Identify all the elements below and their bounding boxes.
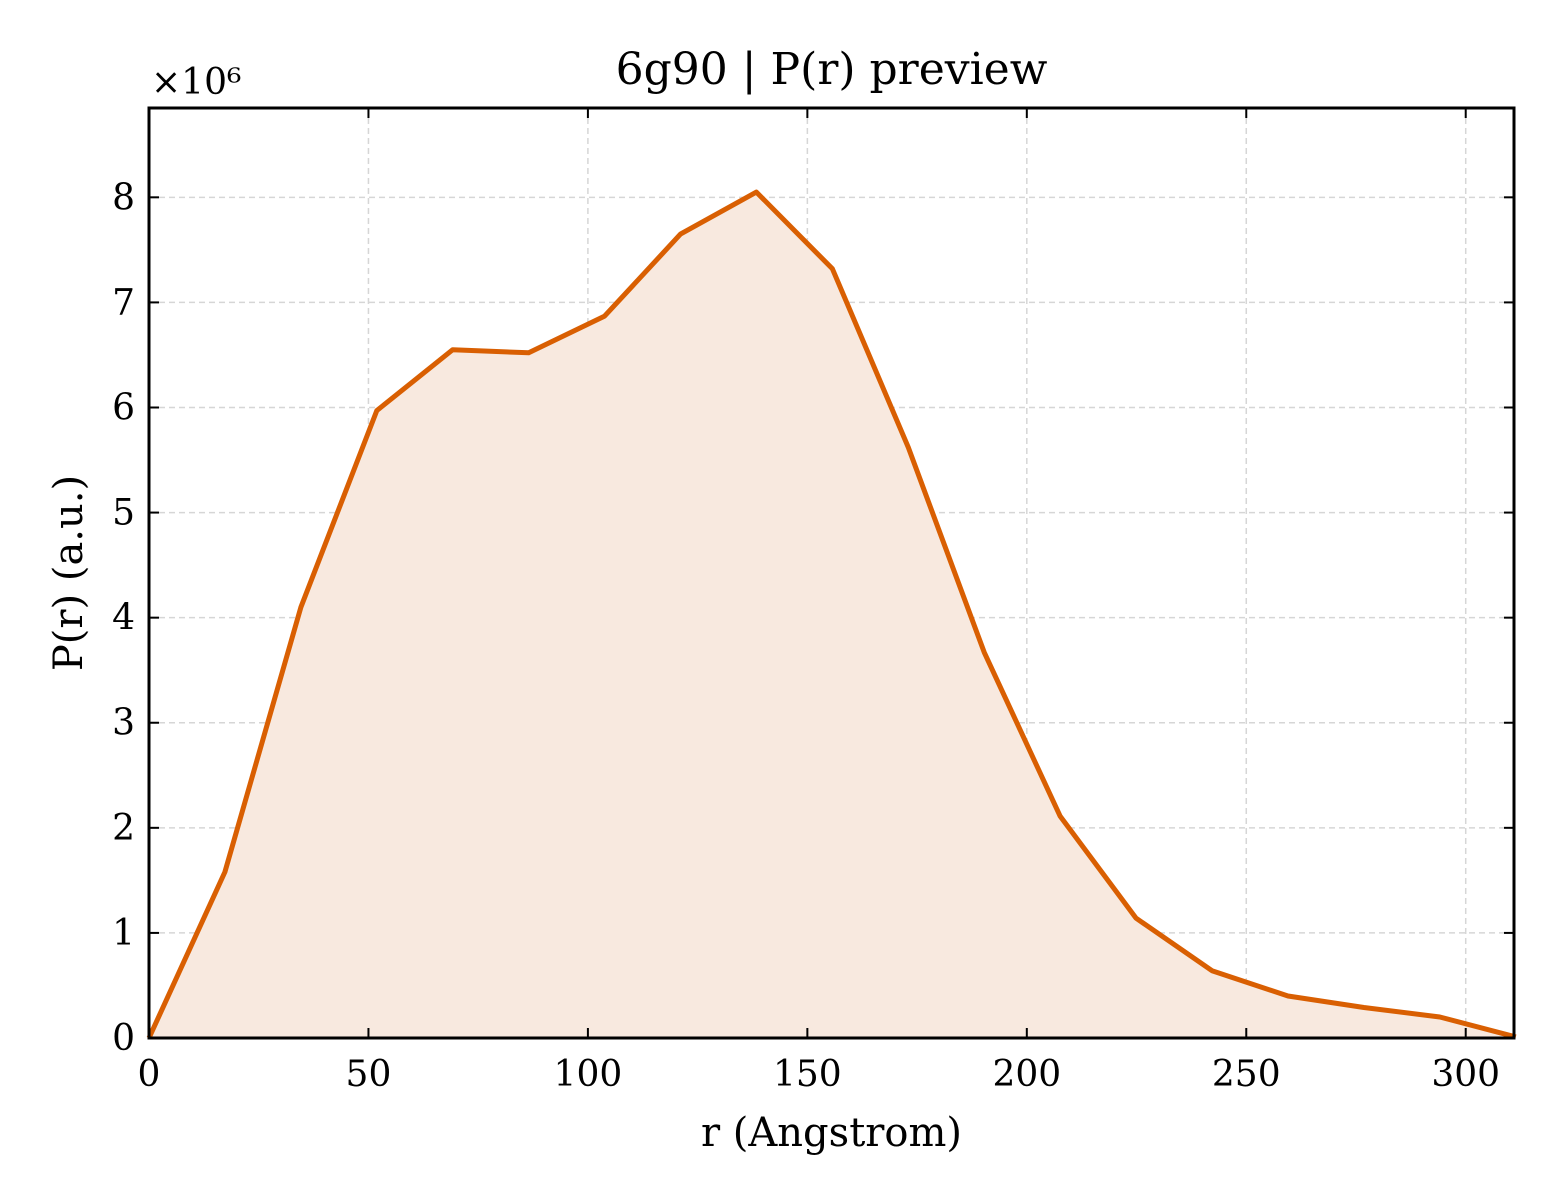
x-tick-label: 250 [1212, 1054, 1281, 1095]
x-tick-label: 300 [1431, 1054, 1500, 1095]
pr-area-fill [149, 192, 1516, 1039]
y-tick-label: 7 [112, 282, 135, 323]
y-tick-label: 0 [112, 1018, 135, 1059]
y-tick-label: 1 [112, 913, 135, 954]
x-tick-label: 100 [554, 1054, 623, 1095]
y-tick-label: 5 [112, 493, 135, 534]
x-tick-label: 200 [992, 1054, 1061, 1095]
x-tick-label: 50 [346, 1054, 392, 1095]
x-tick-label: 0 [138, 1054, 161, 1095]
x-axis-label: r (Angstrom) [701, 1110, 962, 1156]
y-tick-label: 3 [112, 703, 135, 744]
y-tick-label: 4 [112, 598, 135, 639]
axis-ticks: 0 50 100 150 200 250 300 0 1 2 3 4 5 6 7 8 [112, 108, 1514, 1095]
pr-series-line [146, 189, 1517, 1040]
plot-frame [147, 106, 1516, 1040]
y-axis-label: P(r) (a.u.) [46, 475, 92, 671]
chart-title: 6g90 | P(r) preview [616, 44, 1048, 95]
y-offset-label: ×10⁶ [151, 62, 241, 103]
y-tick-label: 6 [112, 387, 135, 428]
y-tick-label: 8 [112, 177, 135, 218]
x-tick-label: 150 [773, 1054, 842, 1095]
y-tick-label: 2 [112, 808, 135, 849]
